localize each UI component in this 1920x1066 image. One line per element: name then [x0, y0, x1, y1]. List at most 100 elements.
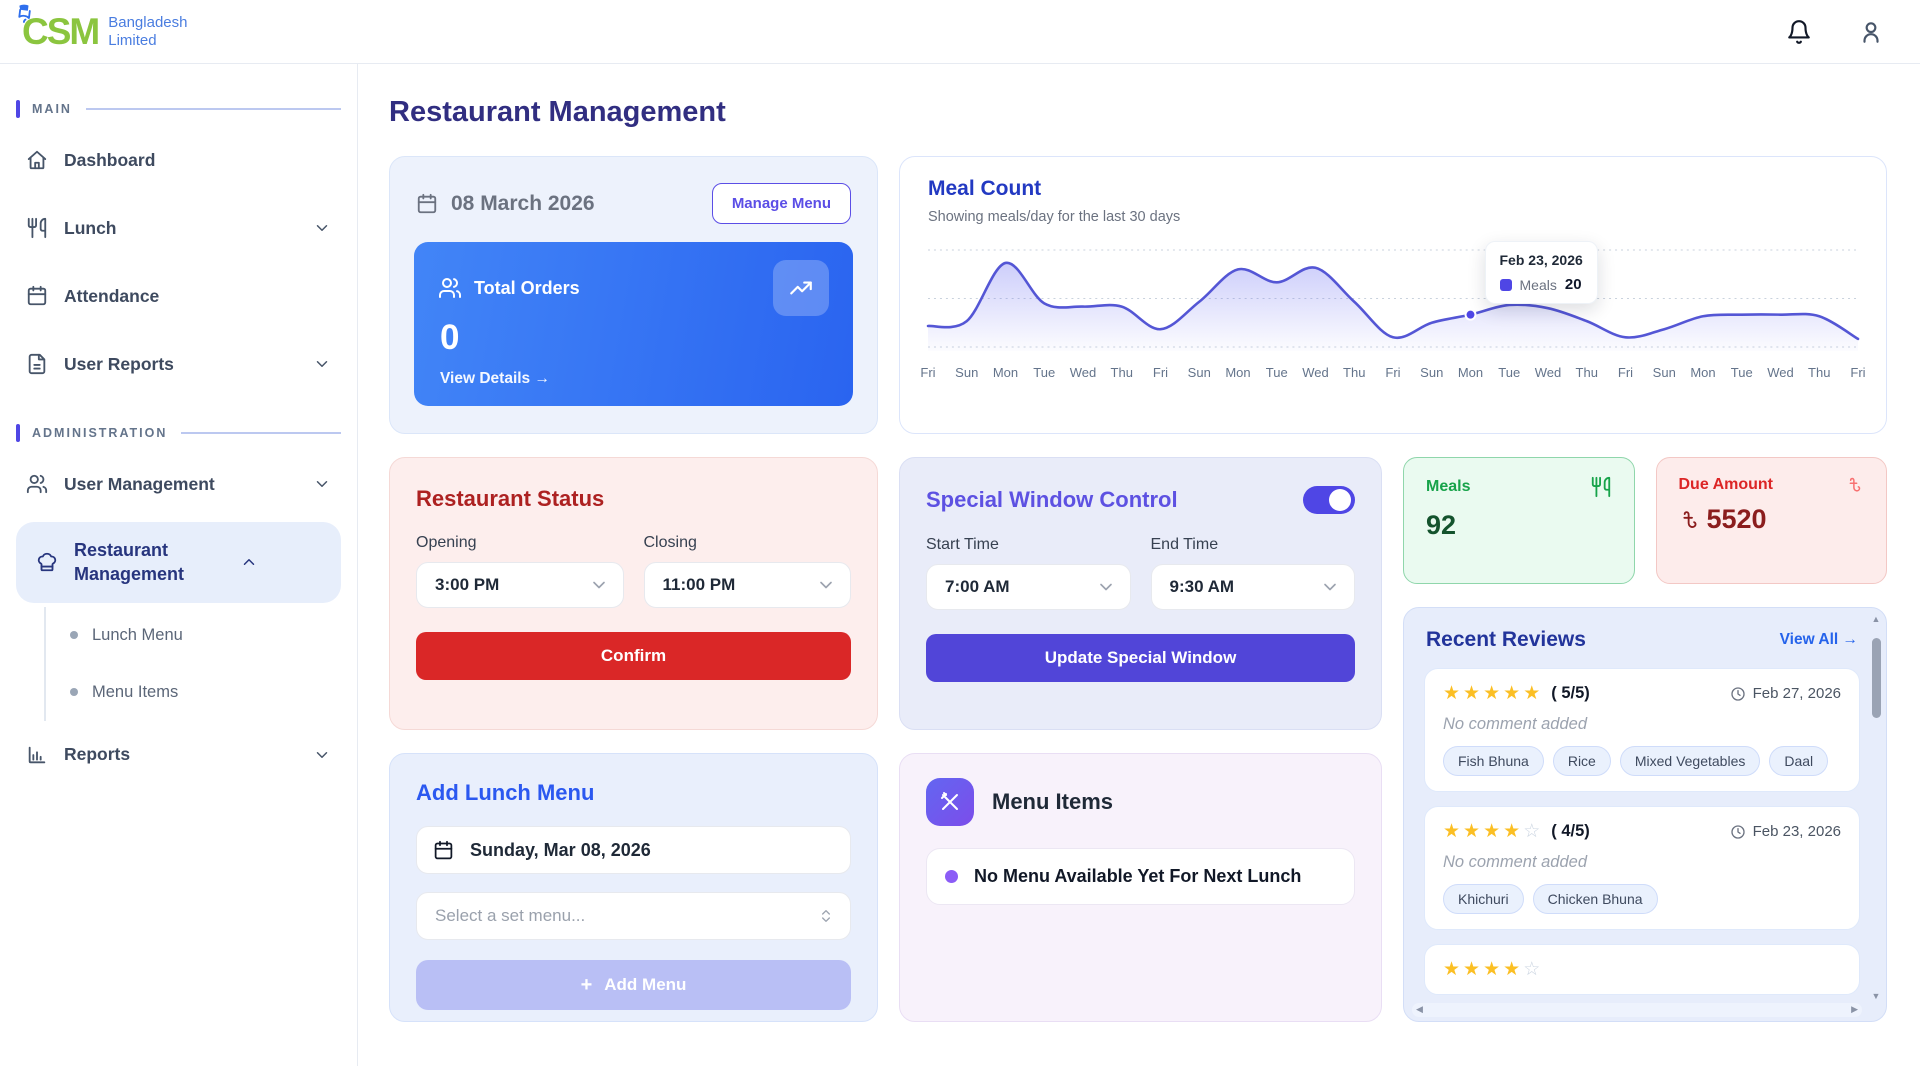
start-time-select[interactable]: 7:00 AM: [926, 564, 1131, 610]
sidebar-item-lunch[interactable]: Lunch: [0, 194, 357, 262]
star-icon: ★: [1463, 959, 1484, 980]
clock-icon: [1730, 686, 1746, 702]
x-tick-label: Sun: [1652, 365, 1676, 380]
sidebar-item-user-management[interactable]: User Management: [0, 450, 357, 518]
date-orders-card: 08 March 2026 Manage Menu Total Orders 0: [389, 156, 878, 434]
reviews-title: Recent Reviews: [1426, 628, 1586, 651]
star-icon: ★: [1463, 683, 1484, 704]
meals-label: Meals: [1426, 478, 1471, 495]
chevron-down-icon: [313, 219, 331, 237]
chevron-down-icon: [816, 575, 836, 595]
due-amount-label: Due Amount: [1678, 476, 1774, 493]
x-tick-label: Wed: [1767, 365, 1794, 380]
sidebar-section-main: MAIN: [16, 100, 341, 118]
menu-tag: Daal: [1769, 746, 1829, 776]
total-orders-label: Total Orders: [474, 277, 580, 298]
section-accent-bar: [16, 100, 20, 118]
x-tick-label: Mon: [1225, 365, 1251, 380]
menu-date-input[interactable]: Sunday, Mar 08, 2026: [416, 826, 851, 874]
plus-icon: +: [580, 973, 593, 996]
users-icon: [438, 276, 462, 300]
scrollbar-thumb[interactable]: [1872, 638, 1881, 718]
x-tick-label: Tue: [1498, 365, 1521, 380]
bell-icon: [1786, 19, 1812, 45]
chevron-down-icon: [313, 746, 331, 764]
x-tick-label: Wed: [1069, 365, 1097, 380]
page-title: Restaurant Management: [389, 96, 726, 128]
meals-value: 92: [1426, 510, 1457, 540]
set-menu-select[interactable]: Select a set menu...: [416, 892, 851, 940]
scroll-down-arrow[interactable]: ▼: [1871, 991, 1881, 1001]
sidebar-item-user-reports[interactable]: User Reports: [0, 330, 357, 398]
special-window-toggle[interactable]: [1303, 486, 1355, 514]
status-title: Restaurant Status: [416, 486, 605, 511]
sidebar-item-attendance[interactable]: Attendance: [0, 262, 357, 330]
scroll-up-arrow[interactable]: ▲: [1871, 614, 1881, 624]
due-amount-card: Due Amount 5520: [1655, 457, 1887, 584]
top-header: CSM Bangladesh Limited: [0, 0, 1920, 64]
main-content: Restaurant Management 08 March 2026 Mana…: [358, 64, 1920, 1066]
recent-reviews-panel: Recent Reviews View All → ★★★★★( 5/5) Feb…: [1403, 607, 1887, 1022]
no-menu-row: No Menu Available Yet For Next Lunch: [926, 848, 1355, 905]
x-tick-label: Wed: [1302, 365, 1329, 380]
sidebar-section-administration: ADMINISTRATION: [16, 424, 341, 442]
restaurant-status-card: Restaurant Status Opening 3:00 PM Closin…: [389, 457, 878, 730]
horizontal-scrollbar[interactable]: ◀ ▶: [1412, 1003, 1862, 1017]
sidebar-subitem-menu-items[interactable]: Menu Items: [46, 664, 357, 721]
review-card: ★★★★☆( 4/5) Feb 23, 2026 No comment added K…: [1424, 806, 1860, 930]
clock-icon: [1730, 824, 1746, 840]
add-menu-button[interactable]: + Add Menu: [416, 960, 851, 1010]
notifications-button[interactable]: [1786, 19, 1812, 45]
sidebar-submenu: Lunch Menu Menu Items: [44, 606, 357, 721]
total-orders-panel: Total Orders 0 View Details →: [414, 242, 853, 406]
menu-items-title: Menu Items: [992, 789, 1114, 814]
closing-time-select[interactable]: 11:00 PM: [643, 562, 851, 608]
home-icon: [26, 149, 48, 171]
users-icon: [26, 473, 48, 495]
sidebar-item-dashboard[interactable]: Dashboard: [0, 126, 357, 194]
sidebar-subitem-lunch-menu[interactable]: Lunch Menu: [46, 607, 357, 664]
manage-menu-button[interactable]: Manage Menu: [711, 183, 851, 224]
bar-chart-icon: [26, 744, 48, 766]
update-special-window-button[interactable]: Update Special Window: [926, 634, 1355, 682]
sidebar-item-reports[interactable]: Reports: [0, 721, 357, 789]
brand-subtitle: Bangladesh Limited: [108, 14, 188, 49]
current-date: 08 March 2026: [451, 191, 595, 215]
menu-items-tile: [926, 778, 974, 826]
opening-time-select[interactable]: 3:00 PM: [416, 562, 624, 608]
sidebar-item-restaurant-management[interactable]: Restaurant Management: [16, 522, 341, 603]
vertical-scrollbar[interactable]: ▲ ▼: [1869, 614, 1883, 1001]
x-tick-label: Fri: [1385, 365, 1401, 380]
star-icon: ★: [1463, 821, 1484, 842]
profile-button[interactable]: [1858, 19, 1884, 45]
star-icon: ★: [1443, 821, 1464, 842]
menu-tag: Fish Bhuna: [1443, 746, 1544, 776]
closing-label: Closing: [643, 534, 697, 551]
x-tick-label: Sun: [1420, 365, 1444, 380]
star-icon: ★: [1483, 821, 1504, 842]
special-window-card: Special Window Control Start Time 7:00 A…: [899, 457, 1382, 730]
user-icon: [1858, 19, 1884, 45]
scroll-left-arrow[interactable]: ◀: [1416, 1004, 1423, 1014]
meals-stat-card: Meals 92: [1403, 457, 1635, 584]
review-date: Feb 23, 2026: [1730, 823, 1841, 840]
x-tick-label: Sun: [955, 365, 979, 380]
x-tick-label: Tue: [1265, 365, 1288, 380]
x-tick-label: Fri: [1617, 365, 1634, 380]
chevron-down-icon: [1320, 577, 1340, 597]
sidebar: MAIN Dashboard Lunch Attendance User Reports…: [0, 64, 358, 1066]
end-time-select[interactable]: 9:30 AM: [1150, 564, 1355, 610]
star-icon: ★: [1443, 683, 1464, 704]
calendar-icon: [26, 285, 48, 307]
review-card: ★★★★☆: [1424, 944, 1860, 995]
scroll-right-arrow[interactable]: ▶: [1851, 1004, 1858, 1014]
view-all-link[interactable]: View All →: [1779, 631, 1858, 648]
star-icon: ☆: [1523, 821, 1544, 842]
confirm-button[interactable]: Confirm: [416, 632, 851, 680]
chevron-up-icon: [240, 553, 258, 571]
brand-logo[interactable]: CSM Bangladesh Limited: [18, 4, 188, 50]
file-text-icon: [26, 353, 48, 375]
chart-plot: [926, 249, 1860, 351]
star-icon: ★: [1503, 683, 1524, 704]
view-details-link[interactable]: View Details →: [440, 370, 550, 387]
